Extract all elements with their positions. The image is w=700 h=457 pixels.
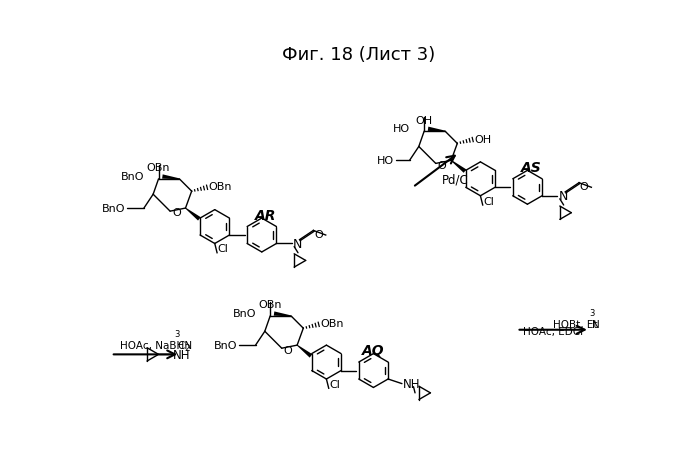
Text: NH: NH [173, 349, 190, 361]
Text: OH: OH [475, 134, 491, 144]
Text: BnO: BnO [102, 204, 125, 214]
Text: Cl: Cl [330, 380, 340, 390]
Text: BnO: BnO [120, 171, 144, 181]
Text: OBn: OBn [147, 164, 170, 173]
Text: Фиг. 18 (Лист 3): Фиг. 18 (Лист 3) [282, 46, 435, 64]
Text: AS: AS [521, 161, 542, 175]
Text: OBn: OBn [258, 300, 282, 310]
Polygon shape [274, 311, 291, 316]
Text: CN: CN [178, 340, 193, 351]
Polygon shape [162, 175, 179, 179]
Text: N: N [293, 238, 302, 251]
Text: OBn: OBn [321, 319, 344, 329]
Text: O: O [172, 208, 181, 218]
Text: 3: 3 [175, 330, 180, 339]
Text: NH: NH [402, 378, 420, 391]
Text: 3: 3 [589, 309, 594, 318]
Text: HOAc, NaBH: HOAc, NaBH [120, 340, 185, 351]
Text: OH: OH [416, 116, 433, 126]
Text: O: O [284, 346, 293, 356]
Text: Pd/C: Pd/C [442, 173, 469, 186]
Polygon shape [451, 160, 466, 173]
Text: O: O [438, 161, 447, 171]
Polygon shape [428, 127, 445, 132]
Text: Cl: Cl [218, 244, 229, 254]
Text: OBn: OBn [209, 182, 232, 192]
Text: AQ: AQ [362, 345, 385, 358]
Text: AR: AR [255, 209, 276, 223]
Text: Cl: Cl [484, 197, 494, 207]
Text: HOAc, EDCl: HOAc, EDCl [523, 327, 583, 337]
Text: HOBt, Et: HOBt, Et [553, 320, 597, 330]
Polygon shape [297, 345, 312, 358]
Text: N: N [592, 320, 600, 330]
Text: HO: HO [377, 156, 394, 166]
Text: HO: HO [393, 124, 410, 134]
Text: O: O [580, 182, 589, 192]
Polygon shape [186, 207, 201, 221]
Text: BnO: BnO [214, 341, 237, 351]
Text: N: N [559, 190, 568, 203]
Text: BnO: BnO [233, 308, 256, 319]
Text: 2: 2 [185, 344, 190, 353]
Text: O: O [314, 229, 323, 239]
